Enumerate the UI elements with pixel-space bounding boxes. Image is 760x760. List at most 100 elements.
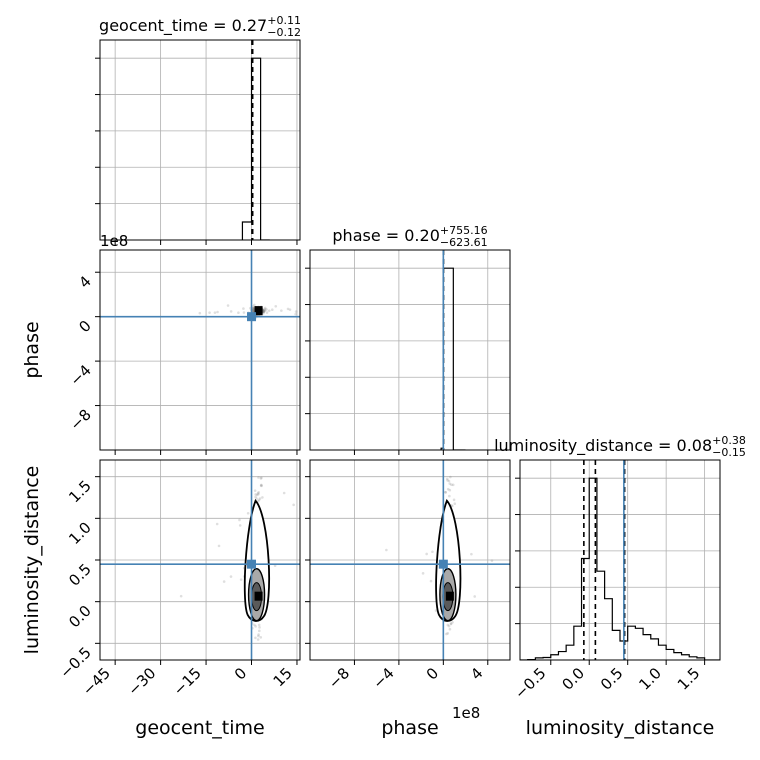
sample-point (222, 580, 226, 583)
sample-point (292, 503, 295, 507)
panel-2-2: −0.5 0.0 0.5 1.0 1.5 luminosity_distance = 0.… (494, 434, 746, 703)
x-tick-label-phase: −8 (325, 664, 353, 692)
sample-point (238, 524, 242, 527)
sample-point (254, 493, 257, 496)
sample-point (261, 496, 264, 499)
sample-point (451, 483, 455, 487)
panel-0-0: geocent_time = 0.27+0.11 −0.12 (95, 14, 301, 245)
y-tick-label-phase: −4 (66, 361, 94, 389)
sample-point (216, 310, 219, 314)
sample-point (451, 504, 454, 508)
sample-point (246, 511, 250, 515)
panel-frame (99, 249, 301, 451)
panel-2-0: −45 −30 −15 0 15−0.50.00.51.01.5 (56, 459, 301, 699)
sample-point (263, 306, 267, 310)
x-tick-label-luminosity_distance: 1.0 (635, 664, 665, 694)
x-tick-label-luminosity_distance: 0.5 (597, 664, 627, 694)
sample-point (253, 489, 257, 492)
sample-point (258, 497, 262, 500)
panel-2-1: −8 −4 0 4 (305, 459, 511, 692)
sample-point (444, 490, 447, 494)
panel-content (310, 460, 510, 660)
panel-content (100, 460, 300, 660)
sample-point (257, 633, 260, 636)
sample-point (282, 491, 286, 495)
sample-point (262, 312, 265, 315)
sample-point (229, 575, 233, 578)
sample-point (257, 476, 260, 479)
histogram-luminosity_distance (520, 477, 720, 660)
panel-frame (99, 39, 301, 241)
panel-content (100, 250, 317, 450)
sample-point (251, 307, 255, 310)
title-upper-error: +0.38 (712, 434, 746, 447)
sample-point (449, 622, 453, 625)
sample-point (447, 624, 451, 628)
x-tick-label-geocent_time: 15 (270, 664, 296, 690)
x-axis-label-luminosity_distance: luminosity_distance (526, 717, 715, 739)
y-tick-label-phase: 4 (75, 272, 94, 291)
sample-point (254, 495, 257, 499)
sample-point (294, 310, 298, 313)
sample-point (450, 483, 453, 487)
y-offset-label: 1e8 (100, 232, 128, 250)
panel-frame (309, 459, 511, 661)
sample-point (260, 483, 263, 487)
title-value: phase = 0.20 (332, 226, 439, 245)
sample-point (239, 578, 243, 581)
panel-1-1: phase = 0.20+755.16 −623.61 (305, 224, 511, 455)
sample-point (257, 498, 261, 502)
sample-point (288, 308, 292, 311)
sample-point (446, 632, 450, 635)
sample-point (431, 550, 434, 554)
sample-point (274, 304, 278, 308)
sample-point (286, 307, 290, 311)
sample-point (267, 309, 271, 312)
sample-point (254, 625, 257, 628)
sample-point (448, 488, 452, 492)
sample-point (213, 311, 217, 314)
sample-point (280, 309, 283, 312)
sample-point (445, 632, 448, 636)
title-lower-error: −623.61 (440, 236, 488, 249)
sample-point (452, 498, 456, 502)
density-peak (254, 306, 263, 316)
sample-point (252, 309, 255, 313)
sample-point (255, 497, 258, 501)
sample-point (198, 311, 202, 315)
sample-point (238, 518, 241, 522)
sample-point (446, 479, 449, 482)
density-peak (445, 591, 454, 601)
sample-point (259, 477, 263, 480)
sample-point (447, 479, 451, 483)
sample-point (421, 572, 425, 575)
y-tick-label-luminosity_distance: 1.5 (65, 477, 95, 507)
y-tick-label-phase: 0 (75, 317, 94, 336)
x-tick-label-geocent_time: 0 (231, 664, 250, 683)
sample-point (445, 477, 449, 481)
sample-point (490, 559, 494, 562)
sample-point (473, 595, 477, 598)
truth-marker (247, 559, 257, 569)
panel-title-geocent_time: geocent_time = 0.27+0.11 −0.12 (99, 14, 301, 39)
sample-point (265, 311, 269, 314)
sample-point (446, 623, 450, 627)
x-axis-label-phase: phase (381, 717, 438, 739)
panel-title-luminosity_distance: luminosity_distance = 0.08+0.38 −0.15 (494, 434, 746, 459)
sample-point (265, 308, 268, 311)
sample-point (314, 311, 317, 314)
sample-point (256, 638, 260, 641)
sample-point (429, 579, 433, 583)
x-tick-label-geocent_time: −45 (79, 664, 114, 699)
sample-point (226, 304, 230, 307)
sample-point (451, 620, 454, 624)
panel-title-phase: phase = 0.20+755.16 −623.61 (332, 224, 487, 249)
sample-point (449, 475, 452, 479)
x-tick-label-phase: 4 (467, 664, 486, 683)
sample-point (257, 491, 260, 494)
sample-point (252, 309, 256, 313)
sample-point (257, 634, 260, 638)
sample-point (425, 552, 428, 556)
truth-marker (247, 312, 257, 322)
sample-point (252, 309, 256, 313)
